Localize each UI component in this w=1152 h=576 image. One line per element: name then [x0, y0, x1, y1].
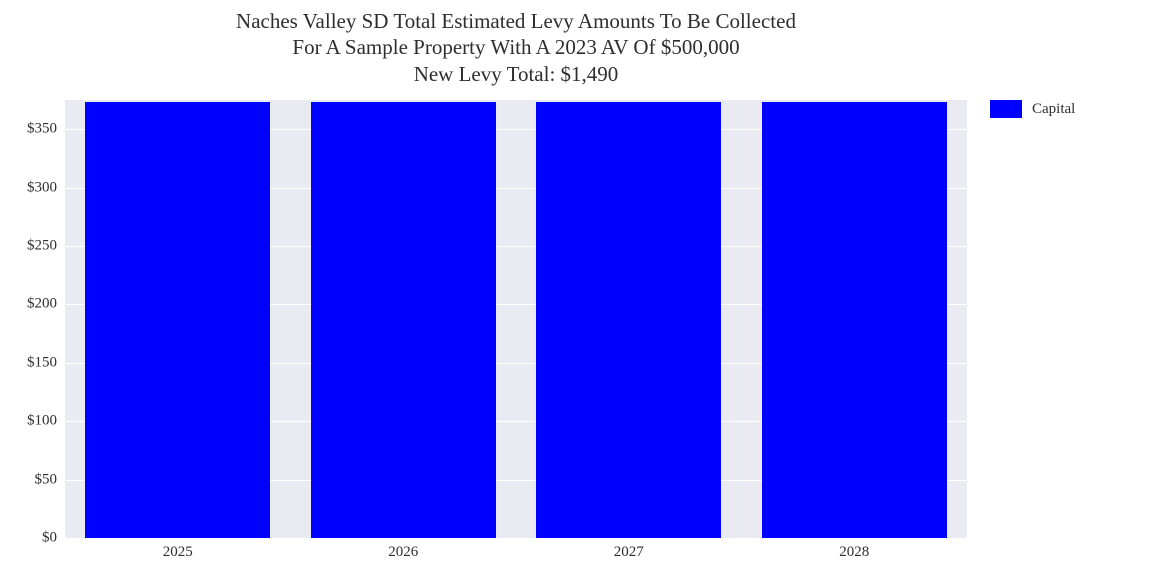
bar	[311, 102, 496, 538]
x-tick-label: 2028	[839, 538, 869, 561]
legend: Capital	[990, 100, 1075, 118]
x-tick-label: 2026	[388, 538, 418, 561]
plot-area: $0$50$100$150$200$250$300$35020252026202…	[65, 100, 967, 538]
chart-container: Naches Valley SD Total Estimated Levy Am…	[0, 0, 1152, 576]
y-tick-label: $50	[35, 471, 66, 488]
y-tick-label: $100	[27, 413, 65, 430]
title-line-2: For A Sample Property With A 2023 AV Of …	[65, 34, 967, 60]
x-tick-label: 2025	[163, 538, 193, 561]
bar	[85, 102, 270, 538]
title-line-3: New Levy Total: $1,490	[65, 61, 967, 87]
y-tick-label: $0	[42, 530, 65, 547]
bar	[536, 102, 721, 538]
legend-swatch	[990, 100, 1022, 118]
chart-title: Naches Valley SD Total Estimated Levy Am…	[65, 8, 967, 87]
x-tick-label: 2027	[614, 538, 644, 561]
y-tick-label: $350	[27, 121, 65, 138]
bar	[762, 102, 947, 538]
y-tick-label: $150	[27, 354, 65, 371]
y-tick-label: $200	[27, 296, 65, 313]
legend-label: Capital	[1032, 101, 1075, 118]
y-tick-label: $250	[27, 238, 65, 255]
title-line-1: Naches Valley SD Total Estimated Levy Am…	[65, 8, 967, 34]
y-tick-label: $300	[27, 179, 65, 196]
gridline	[65, 538, 967, 539]
